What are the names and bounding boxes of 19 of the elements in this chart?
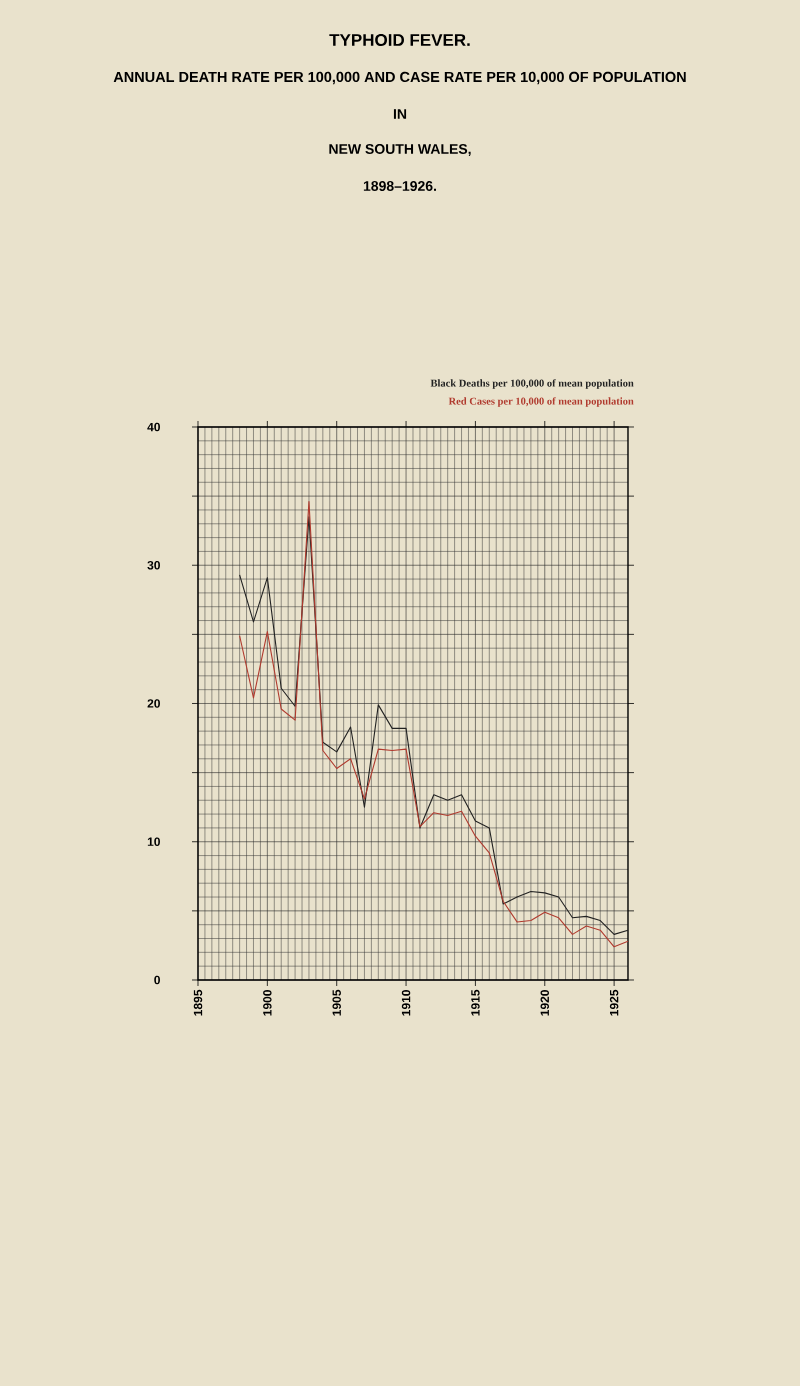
y-tick-label: 0 — [154, 975, 160, 985]
y-tick-label: 20 — [147, 699, 160, 708]
y-tick-label: 40 — [147, 422, 160, 432]
y-tick-label: 30 — [147, 560, 160, 570]
chart-title: TYPHOID FEVER. — [329, 33, 470, 47]
text: Red Cases per 10,000 of mean population — [448, 397, 634, 407]
text: IN — [393, 109, 407, 119]
chart-subtitle: ANNUAL DEATH RATE PER 100,000 AND CASE RATE PER 10,000 OF POPULATION — [113, 71, 686, 85]
x-tick-label: 1895 — [193, 989, 203, 1016]
x-tick-label: 1920 — [540, 990, 550, 1016]
text: Black Deaths per 100,000 of mean population — [430, 379, 634, 389]
x-tick-label: 1915 — [471, 989, 480, 1016]
y-tick-label: 10 — [147, 837, 160, 846]
x-tick-label: 1925 — [609, 989, 619, 1016]
x-tick-label: 1910 — [401, 990, 411, 1016]
text: NEW SOUTH WALES, — [329, 144, 471, 156]
text: 1898–1926. — [363, 181, 436, 191]
x-tick-label: 1905 — [332, 989, 341, 1016]
x-tick-label: 1900 — [263, 990, 272, 1016]
